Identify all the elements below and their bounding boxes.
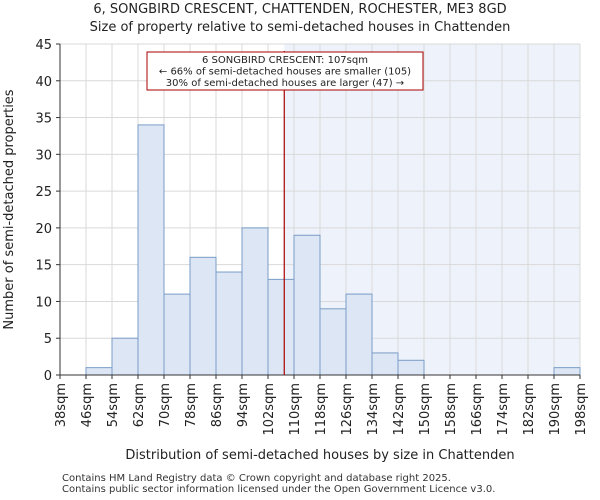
chart-subtitle: Size of property relative to semi-detach… <box>89 20 511 35</box>
bar <box>553 367 581 376</box>
bar <box>293 234 321 376</box>
x-tick-label: 142sqm <box>392 383 407 436</box>
footer-copyright: Contains HM Land Registry data © Crown c… <box>62 473 451 484</box>
y-tick-label: 30 <box>35 148 52 163</box>
y-tick-label: 10 <box>35 295 52 310</box>
x-tick-label: 166sqm <box>470 383 485 436</box>
annotation-line: 6 SONGBIRD CRESCENT: 107sqm <box>202 55 368 66</box>
x-tick-label: 78sqm <box>184 383 199 427</box>
y-tick-label: 20 <box>35 222 52 237</box>
y-tick-label: 15 <box>35 259 52 274</box>
x-tick-label: 134sqm <box>366 383 381 436</box>
bar <box>319 308 347 376</box>
x-tick-label: 174sqm <box>496 383 511 436</box>
y-tick-label: 40 <box>35 75 52 90</box>
x-tick-label: 70sqm <box>158 383 173 427</box>
y-tick-label: 5 <box>44 332 52 347</box>
bar <box>267 278 295 376</box>
x-tick-label: 198sqm <box>574 383 589 436</box>
bar <box>371 352 399 376</box>
x-tick-label: 46sqm <box>80 383 95 427</box>
x-tick-label: 102sqm <box>262 383 277 436</box>
y-axis-title: Number of semi-detached properties <box>2 89 17 329</box>
bar <box>85 367 113 376</box>
x-tick-label: 110sqm <box>288 383 303 436</box>
bar <box>137 124 165 376</box>
footer-licence: Contains public sector information licen… <box>62 484 496 495</box>
bar <box>397 359 425 376</box>
annotation-line: 30% of semi-detached houses are larger (… <box>166 78 404 89</box>
chart-title: 6, SONGBIRD CRESCENT, CHATTENDEN, ROCHES… <box>93 2 507 17</box>
x-tick-label: 38sqm <box>54 383 69 427</box>
y-tick-label: 25 <box>35 185 52 200</box>
bar <box>189 256 217 376</box>
bar <box>163 293 191 376</box>
annotation-box <box>146 51 424 91</box>
bar <box>215 271 243 376</box>
bar <box>111 337 139 376</box>
x-tick-label: 86sqm <box>210 383 225 427</box>
x-tick-label: 190sqm <box>548 383 563 436</box>
x-axis-title: Distribution of semi-detached houses by … <box>125 448 514 463</box>
x-tick-label: 94sqm <box>236 383 251 427</box>
x-tick-label: 182sqm <box>522 383 537 436</box>
x-tick-label: 118sqm <box>314 383 329 436</box>
bar <box>241 227 269 376</box>
y-tick-label: 35 <box>35 112 52 127</box>
x-tick-label: 158sqm <box>444 383 459 436</box>
x-tick-label: 150sqm <box>418 383 433 436</box>
y-tick-label: 45 <box>35 38 52 53</box>
x-tick-label: 54sqm <box>106 383 121 427</box>
bar <box>345 293 373 376</box>
annotation-line: ← 66% of semi-detached houses are smalle… <box>159 67 411 78</box>
y-tick-label: 0 <box>44 369 52 384</box>
x-tick-label: 126sqm <box>340 383 355 436</box>
x-tick-label: 62sqm <box>132 383 147 427</box>
